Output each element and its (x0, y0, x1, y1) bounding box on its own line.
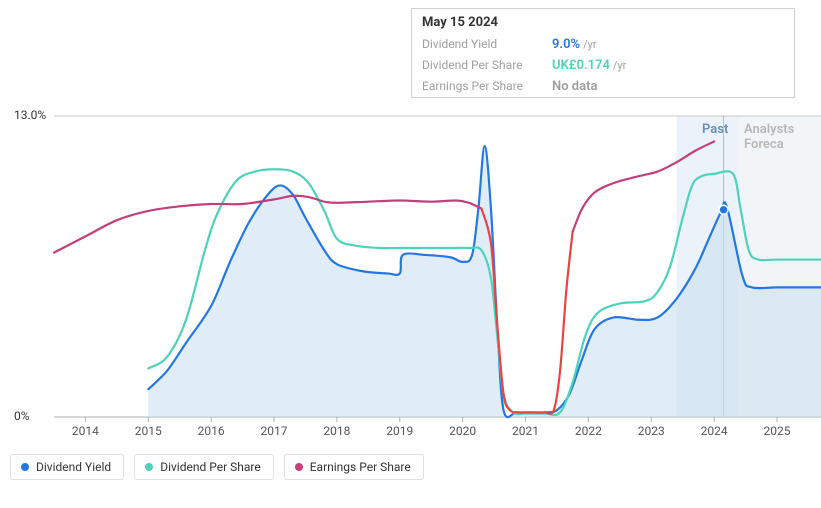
x-axis-tick: 2022 (575, 424, 602, 438)
legend-dot-icon (21, 463, 29, 471)
y-axis-tick: 13.0% (14, 108, 46, 122)
legend-label: Earnings Per Share (310, 460, 411, 474)
forecast-region-label: Analysts Foreca (744, 122, 821, 152)
legend-item[interactable]: Dividend Per Share (134, 454, 274, 480)
legend-item[interactable]: Dividend Yield (10, 454, 124, 480)
legend-label: Dividend Yield (36, 460, 111, 474)
past-region-label: Past (702, 122, 728, 137)
legend-dot-icon (145, 463, 153, 471)
tooltip-metric-label: Dividend Per Share (422, 58, 552, 72)
chart-legend: Dividend Yield Dividend Per Share Earnings… (10, 454, 424, 480)
x-axis-tick: 2021 (512, 424, 539, 438)
y-axis-tick: 0% (14, 409, 30, 423)
tooltip-metric-value: 9.0% (552, 37, 580, 52)
x-axis-tick: 2023 (638, 424, 665, 438)
x-axis-tick: 2016 (198, 424, 225, 438)
x-axis-tick: 2015 (135, 424, 162, 438)
x-axis-tick: 2019 (386, 424, 413, 438)
legend-label: Dividend Per Share (160, 460, 261, 474)
legend-dot-icon (295, 463, 303, 471)
tooltip-date: May 15 2024 (412, 9, 794, 34)
tooltip-row: Dividend Per ShareUK£0.174/yr (412, 55, 794, 76)
x-axis-tick: 2014 (72, 424, 99, 438)
x-axis-tick: 2025 (763, 424, 790, 438)
x-axis-tick: 2024 (701, 424, 728, 438)
tooltip-metric-label: Earnings Per Share (422, 79, 552, 93)
tooltip-metric-unit: /yr (613, 59, 626, 72)
tooltip-metric-value: UK£0.174 (552, 58, 610, 73)
x-axis-tick: 2020 (449, 424, 476, 438)
tooltip-row: Earnings Per ShareNo data (412, 76, 794, 97)
tooltip-metric-unit: /yr (583, 38, 596, 51)
tooltip-metric-label: Dividend Yield (422, 37, 552, 51)
tooltip-metric-value: No data (552, 79, 597, 94)
x-axis-tick: 2017 (261, 424, 288, 438)
x-axis-tick: 2018 (323, 424, 350, 438)
tooltip-row: Dividend Yield9.0%/yr (412, 34, 794, 55)
chart-tooltip: May 15 2024 Dividend Yield9.0%/yrDividen… (411, 8, 795, 98)
legend-item[interactable]: Earnings Per Share (284, 454, 424, 480)
dividend-chart: May 15 2024 Dividend Yield9.0%/yrDividen… (0, 0, 821, 508)
